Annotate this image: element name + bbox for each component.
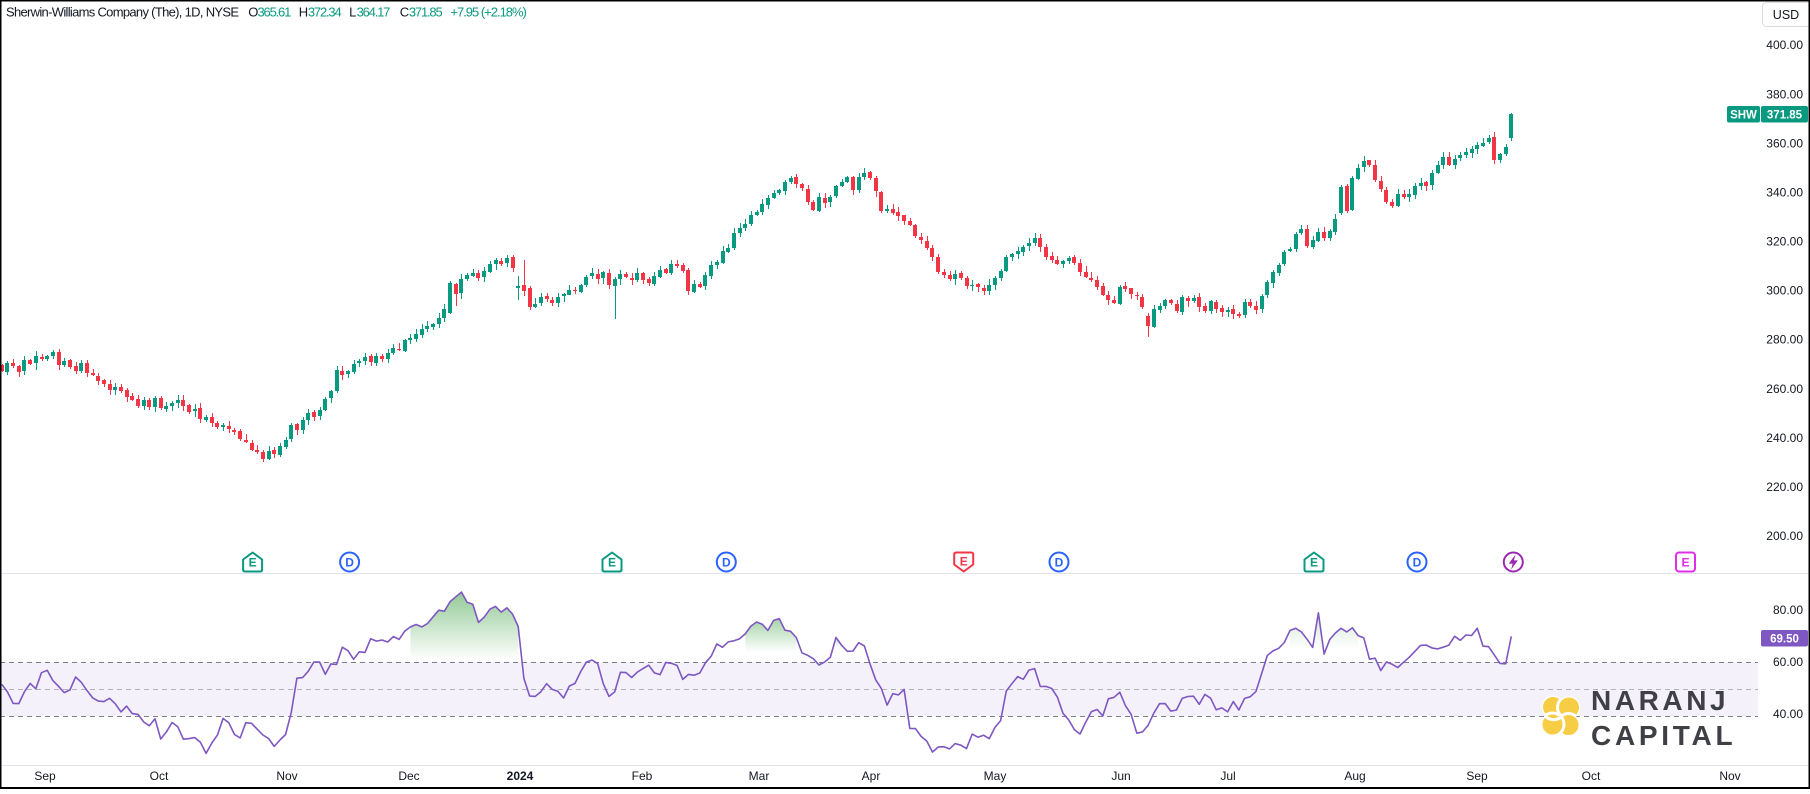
svg-text:E: E — [1681, 556, 1689, 570]
svg-text:L: L — [349, 5, 356, 20]
svg-text:Oct: Oct — [1582, 769, 1601, 783]
svg-text:200.00: 200.00 — [1766, 529, 1803, 543]
svg-text:280.00: 280.00 — [1766, 333, 1803, 347]
svg-text:Sep: Sep — [34, 769, 56, 783]
svg-text:Mar: Mar — [749, 769, 770, 783]
svg-text:220.00: 220.00 — [1766, 480, 1803, 494]
svg-text:240.00: 240.00 — [1766, 431, 1803, 445]
svg-text:380.00: 380.00 — [1766, 87, 1803, 101]
svg-text:260.00: 260.00 — [1766, 382, 1803, 396]
svg-text:CAPITAL: CAPITAL — [1591, 720, 1735, 751]
svg-text:NARANJ: NARANJ — [1591, 685, 1728, 716]
svg-text:SHW: SHW — [1730, 110, 1757, 122]
svg-text:May: May — [984, 769, 1007, 783]
svg-text:Nov: Nov — [276, 769, 297, 783]
svg-text:300.00: 300.00 — [1766, 284, 1803, 298]
svg-text:Sherwin-Williams Company (The): Sherwin-Williams Company (The), 1D, NYSE — [6, 5, 239, 20]
svg-text:Sep: Sep — [1466, 769, 1488, 783]
svg-text:+7.95 (+2.18%): +7.95 (+2.18%) — [450, 5, 527, 20]
svg-text:D: D — [345, 556, 354, 570]
svg-text:E: E — [960, 555, 968, 569]
svg-text:60.00: 60.00 — [1773, 655, 1803, 669]
svg-text:371.85: 371.85 — [1767, 110, 1803, 122]
svg-text:69.50: 69.50 — [1770, 634, 1799, 646]
svg-text:Nov: Nov — [1719, 769, 1740, 783]
svg-text:Jun: Jun — [1111, 769, 1130, 783]
svg-text:D: D — [722, 556, 731, 570]
svg-text:2024: 2024 — [507, 769, 534, 783]
svg-text:Aug: Aug — [1344, 769, 1365, 783]
svg-text:340.00: 340.00 — [1766, 186, 1803, 200]
svg-text:80.00: 80.00 — [1773, 603, 1803, 617]
svg-text:320.00: 320.00 — [1766, 235, 1803, 249]
svg-text:400.00: 400.00 — [1766, 38, 1803, 52]
svg-text:Oct: Oct — [150, 769, 169, 783]
svg-text:E: E — [608, 556, 616, 570]
svg-text:364.17: 364.17 — [357, 5, 391, 20]
svg-text:Jul: Jul — [1220, 769, 1235, 783]
svg-text:371.85: 371.85 — [409, 5, 443, 20]
svg-text:H: H — [299, 5, 308, 20]
svg-text:372.34: 372.34 — [308, 5, 342, 20]
svg-text:360.00: 360.00 — [1766, 136, 1803, 150]
svg-text:Apr: Apr — [862, 769, 881, 783]
svg-text:40.00: 40.00 — [1773, 707, 1803, 721]
svg-text:Feb: Feb — [632, 769, 653, 783]
svg-text:C: C — [400, 5, 409, 20]
svg-text:E: E — [1310, 556, 1318, 570]
svg-text:365.61: 365.61 — [258, 5, 292, 20]
svg-text:E: E — [249, 556, 257, 570]
svg-text:D: D — [1055, 556, 1064, 570]
svg-text:Dec: Dec — [398, 769, 419, 783]
svg-text:USD: USD — [1773, 8, 1799, 22]
svg-text:D: D — [1413, 556, 1422, 570]
